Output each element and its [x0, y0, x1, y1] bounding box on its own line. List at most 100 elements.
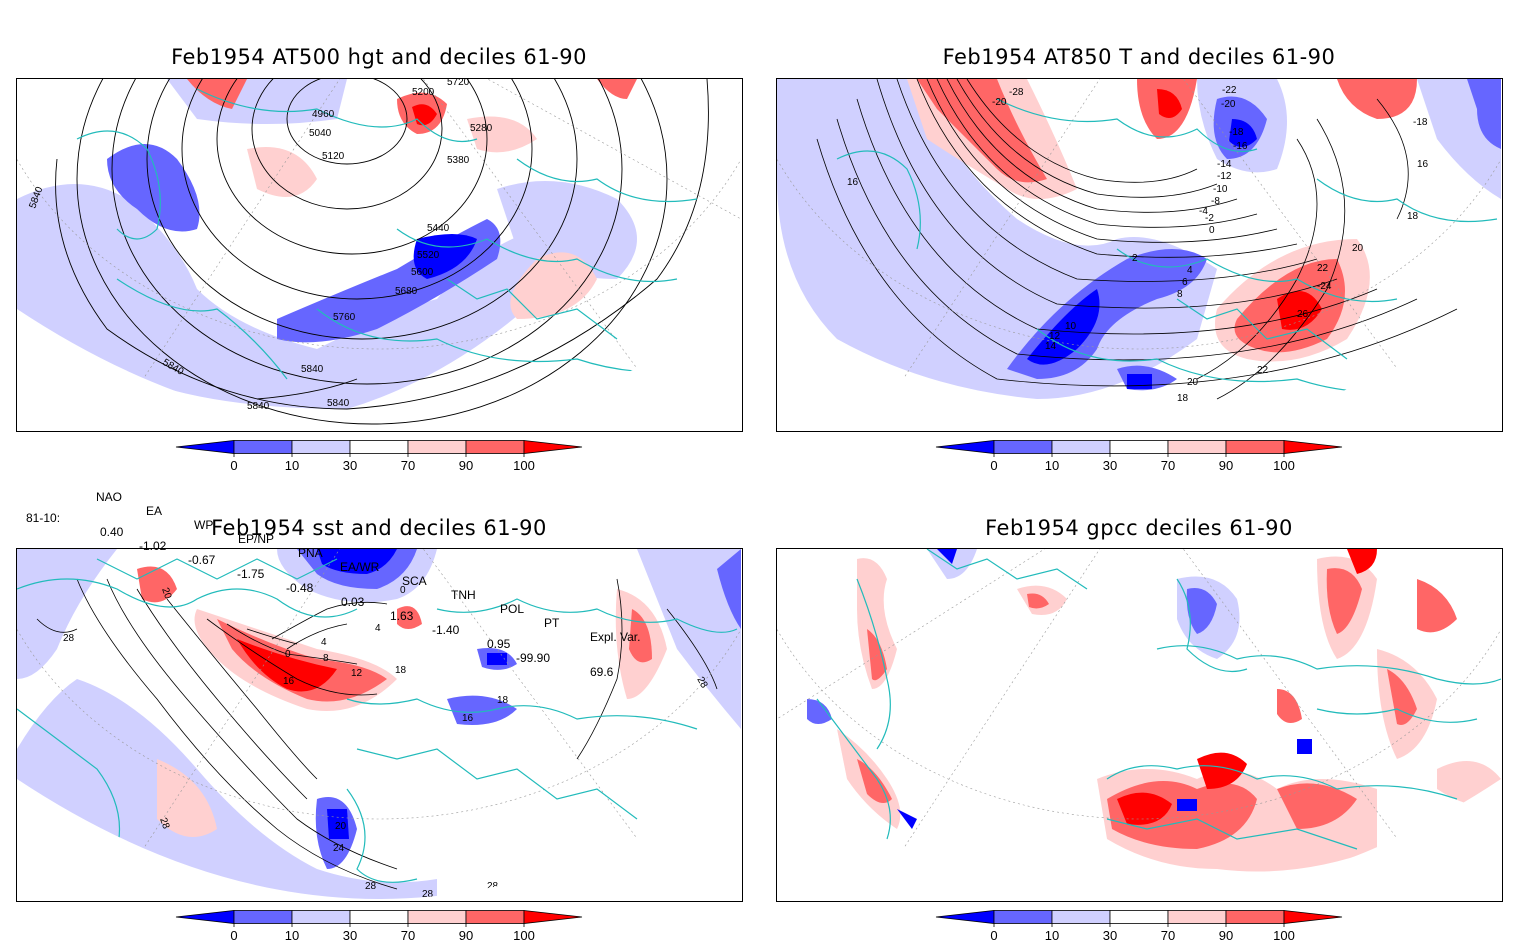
- contour-label: 0: [285, 649, 291, 660]
- contour-label: 16: [1417, 159, 1429, 170]
- colorbar-tick-label: 10: [1045, 458, 1059, 473]
- colorbar-gpcc: 0 10 30 70 90 100: [935, 910, 1346, 940]
- index-value: -1.40: [432, 623, 460, 637]
- contour-label: -18: [1229, 127, 1244, 138]
- panel-title-at500: Feb1954 AT500 hgt and deciles 61-90: [171, 45, 587, 69]
- contour-label: 0: [1209, 225, 1215, 236]
- contour-label: 20: [1352, 243, 1364, 254]
- contour-label: 10: [1065, 321, 1077, 332]
- index-value: 0.40: [100, 525, 124, 539]
- contour-label: -28: [1009, 87, 1024, 98]
- contour-label: 16: [462, 713, 474, 724]
- colorbar-segment: [935, 440, 995, 454]
- contour-label: 8: [1177, 289, 1183, 300]
- index-value: -99.90: [516, 651, 551, 665]
- colorbar-segment: [175, 910, 235, 924]
- contour-label: -22: [1222, 85, 1237, 96]
- colorbar-tick-label: 10: [285, 458, 299, 473]
- colorbar-segment: [935, 910, 995, 924]
- map-panel-sst: 20 28 0 4 8 12 16 16 18 18 20 24 28 28 2…: [16, 548, 743, 902]
- index-value: -1.02: [139, 539, 167, 553]
- index-header: TNH: [451, 588, 476, 602]
- contour-label: 5840: [301, 364, 324, 375]
- colorbar-tick-label: 90: [1219, 458, 1233, 473]
- contour-label: 20: [335, 821, 347, 832]
- contour-label: -20: [992, 97, 1007, 108]
- index-value: -0.67: [188, 553, 216, 567]
- colorbar-segment: [523, 910, 583, 924]
- colorbar-tick-label: 30: [343, 928, 357, 940]
- colorbar-tick-label: 30: [1103, 458, 1117, 473]
- panel-title-gpcc: Feb1954 gpcc deciles 61-90: [985, 516, 1293, 540]
- colorbar-tick-label: 90: [1219, 928, 1233, 940]
- contour-label: 5040: [309, 128, 332, 139]
- contour-label: 26: [1297, 309, 1309, 320]
- contour-label: 5440: [427, 223, 450, 234]
- contour-label: 28: [365, 881, 377, 892]
- index-header: EP/NP: [238, 532, 275, 546]
- colorbar-tick-label: 70: [1161, 928, 1175, 940]
- contour-label: 4: [1187, 265, 1193, 276]
- colorbar-segment: [1051, 440, 1111, 454]
- index-headers: NAO EA WP EP/NP PNA EA/WR SCA TNH POL PT…: [0, 476, 700, 644]
- colorbar-segment: [1283, 910, 1343, 924]
- colorbar-segment: [465, 440, 525, 454]
- contour-label: 5680: [395, 286, 418, 297]
- map-panel-at850: -28 -20 -22 -20 -18 -16 -14 -12 -10 -8 -…: [776, 78, 1503, 432]
- contour-label: 6: [1182, 277, 1188, 288]
- colorbar-segment: [407, 910, 467, 924]
- contour-label: 5840: [327, 398, 350, 409]
- contour-label: 0: [400, 585, 406, 596]
- contour-label: 12: [1049, 331, 1061, 342]
- index-header: SCA: [402, 574, 427, 588]
- index-value: 69.6: [590, 665, 614, 679]
- colorbar-segment: [1109, 910, 1169, 924]
- contour-label: 28: [63, 633, 75, 644]
- index-value: -0.48: [286, 581, 314, 595]
- colorbar-tick-label: 30: [343, 458, 357, 473]
- colorbar-segment: [291, 440, 351, 454]
- contour-label: 12: [351, 668, 363, 679]
- map-panel-at500: 4960 5040 5120 5200 5280 5380 5440 5520 …: [16, 78, 743, 432]
- colorbar-segment: [1167, 910, 1227, 924]
- colorbar-segment: [1167, 440, 1227, 454]
- contour-label: 22: [1257, 365, 1269, 376]
- colorbar-segment: [407, 440, 467, 454]
- contour-label: 20: [159, 586, 173, 601]
- contour-label: 5380: [447, 155, 470, 166]
- colorbar-sst: 0 10 30 70 90 100: [175, 910, 586, 940]
- index-values: 81-10: 0.40 -1.02 -0.67 -1.75 -0.48 0.03…: [0, 497, 700, 679]
- colorbar-tick-label: 70: [1161, 458, 1175, 473]
- contour-label: 5720: [447, 79, 470, 88]
- index-header: EA: [146, 504, 163, 518]
- contour-label: -10: [1213, 184, 1228, 195]
- colorbar-tick-label: 100: [1273, 928, 1295, 940]
- contour-label: 5760: [333, 312, 356, 323]
- contour-label: 18: [497, 695, 509, 706]
- index-header: EA/WR: [340, 560, 380, 574]
- colorbar-tick-label: 10: [1045, 928, 1059, 940]
- contour-label: 28: [422, 889, 434, 900]
- colorbar-segment: [465, 910, 525, 924]
- contour-label: 4960: [312, 109, 335, 120]
- colorbar-tick-label: 0: [990, 458, 997, 473]
- contour-label: 28: [694, 675, 709, 691]
- colorbar-tick-label: 10: [285, 928, 299, 940]
- colorbar-segment: [233, 910, 293, 924]
- contour-label: 20: [1187, 377, 1199, 388]
- contour-label: 16: [847, 177, 859, 188]
- panel-title-sst: Feb1954 sst and deciles 61-90: [211, 516, 547, 540]
- colorbar-tick-label: 100: [513, 458, 535, 473]
- colorbar-segment: [175, 440, 235, 454]
- map-panel-gpcc: [776, 548, 1503, 902]
- contour-label: 8: [323, 653, 329, 664]
- colorbar-segment: [349, 910, 409, 924]
- index-row-label: 81-10:: [26, 511, 61, 525]
- colorbar-segment: [993, 440, 1053, 454]
- colorbar-tick-label: 90: [459, 928, 473, 940]
- index-header: POL: [500, 602, 525, 616]
- contour-label: 18: [1177, 393, 1189, 404]
- colorbar-tick-label: 70: [401, 928, 415, 940]
- colorbar-segment: [1109, 440, 1169, 454]
- index-value: 0.03: [341, 595, 365, 609]
